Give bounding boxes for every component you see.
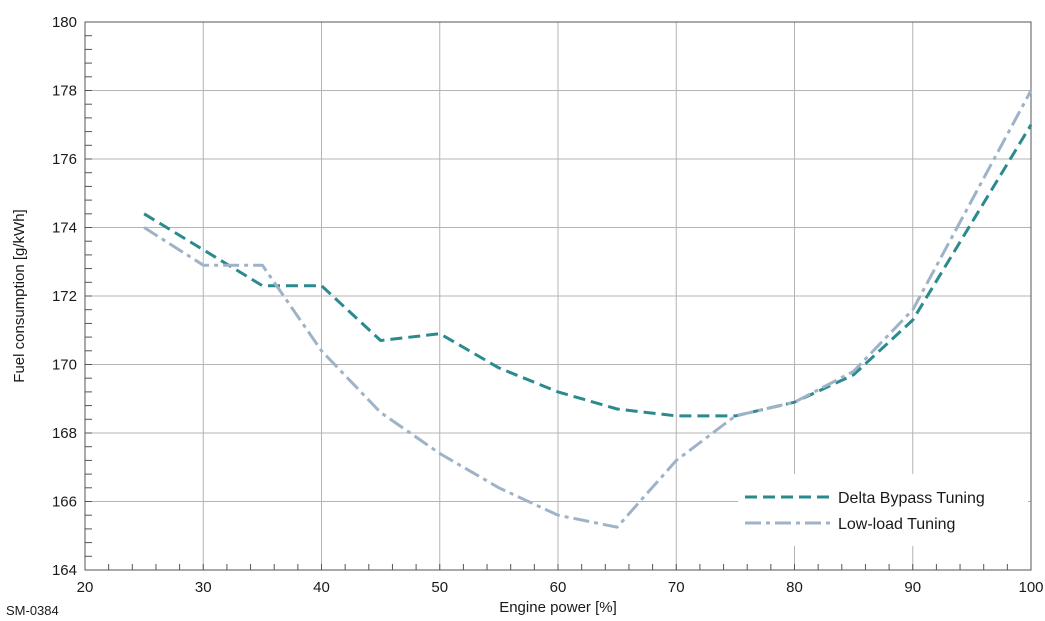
x-tick-labels: 20 30 40 50 60 70 80 90 100 [77,579,1044,596]
y-axis-title: Fuel consumption [g/kWh] [11,209,28,382]
y-tick-label: 170 [52,357,77,374]
x-tick-label: 30 [195,579,212,596]
y-tick-label: 174 [52,220,77,237]
y-tick-labels: 164 166 168 170 172 174 176 178 180 [52,14,77,579]
x-tick-label: 80 [786,579,803,596]
y-tick-label: 178 [52,83,77,100]
y-tick-label: 168 [52,425,77,442]
y-tick-label: 164 [52,562,77,579]
legend-label-delta-bypass: Delta Bypass Tuning [838,490,985,507]
legend-background [738,474,1028,546]
plot-frame [84,21,1032,571]
series-layer [143,89,1033,529]
x-tick-label: 100 [1018,579,1043,596]
figure-code: SM-0384 [6,603,59,618]
grid [85,22,1031,570]
x-tick-label: 60 [550,579,567,596]
x-tick-label: 90 [904,579,921,596]
x-tick-label: 20 [77,579,94,596]
x-tick-label: 50 [431,579,448,596]
y-tick-label: 166 [52,494,77,511]
y-tick-label: 176 [52,151,77,168]
series-line-1 [143,89,1033,529]
series-line-0 [143,124,1033,418]
legend-label-low-load: Low-load Tuning [838,516,955,533]
x-tick-label: 70 [668,579,685,596]
x-axis-title: Engine power [%] [499,599,617,616]
y-tick-label: 180 [52,14,77,31]
y-tick-label: 172 [52,288,77,305]
minor-ticks [84,21,1032,571]
x-tick-label: 40 [313,579,330,596]
